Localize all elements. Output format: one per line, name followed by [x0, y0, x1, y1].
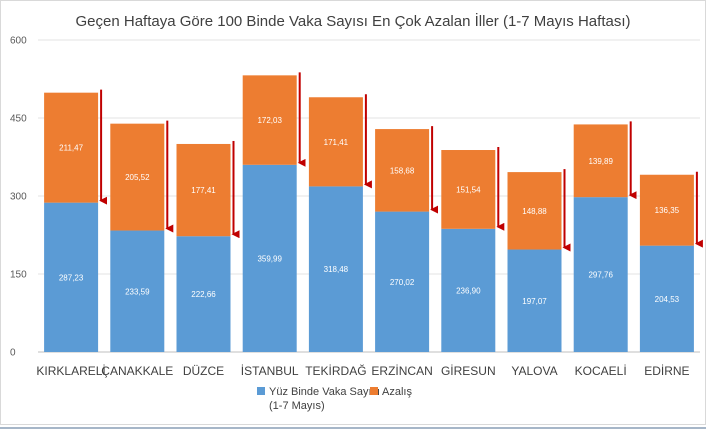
legend-label: Azalış	[382, 386, 412, 398]
bar-decrease	[639, 174, 694, 246]
data-labels: 287,23 211,47 233,59 205,52 222,66 177,41 359,…	[59, 116, 680, 306]
x-tick-label: EDİRNE	[644, 364, 689, 378]
decrease-arrows	[99, 72, 703, 252]
bar-decrease	[375, 129, 430, 212]
bar-cases	[176, 236, 231, 352]
bar-cases	[573, 197, 628, 352]
data-label-cases: 359,99	[257, 254, 282, 263]
data-label-decrease: 177,41	[191, 186, 216, 195]
data-label-decrease: 139,89	[588, 157, 613, 166]
data-label-decrease: 158,68	[390, 166, 415, 175]
bar-decrease	[176, 143, 231, 237]
data-label-decrease: 148,88	[522, 207, 547, 216]
y-axis-ticks: 0 150 300 450 600	[10, 36, 27, 359]
bar-decrease	[573, 124, 628, 198]
data-label-cases: 287,23	[59, 273, 84, 282]
y-tick-label: 150	[10, 270, 27, 281]
legend-label: (1-7 Mayıs)	[269, 400, 325, 412]
bar-cases	[110, 230, 165, 352]
bar-decrease	[110, 123, 165, 231]
bar-decrease	[44, 92, 99, 203]
bar-decrease	[242, 75, 297, 165]
data-label-cases: 297,76	[588, 271, 613, 280]
data-label-cases: 222,66	[191, 290, 216, 299]
data-label-decrease: 172,03	[257, 116, 282, 125]
legend-swatch	[370, 387, 378, 395]
data-label-cases: 197,07	[522, 297, 547, 306]
data-label-cases: 236,90	[456, 286, 481, 295]
y-tick-label: 450	[10, 114, 27, 125]
data-label-cases: 318,48	[324, 265, 349, 274]
data-label-decrease: 151,54	[456, 185, 481, 194]
bar-cases	[507, 249, 562, 352]
y-tick-label: 0	[10, 348, 16, 359]
bars	[44, 75, 694, 352]
bar-cases	[441, 228, 496, 352]
legend-swatch	[257, 387, 265, 395]
bar-cases	[308, 186, 363, 352]
y-tick-label: 600	[10, 36, 27, 47]
x-tick-label: ÇANAKKALE	[101, 364, 173, 378]
x-tick-label: KOCAELİ	[575, 364, 627, 378]
bar-cases	[242, 164, 297, 352]
bar-decrease	[441, 150, 496, 229]
x-tick-label: İSTANBUL	[241, 364, 299, 378]
bar-cases	[44, 202, 99, 352]
x-tick-label: KIRKLARELİ	[36, 364, 105, 378]
bar-cases	[639, 245, 694, 352]
x-tick-label: ERZİNCAN	[371, 364, 432, 378]
data-label-decrease: 211,47	[59, 144, 83, 153]
data-label-cases: 270,02	[390, 278, 415, 287]
bar-decrease	[308, 97, 363, 187]
data-label-cases: 204,53	[655, 295, 680, 304]
legend-label: Yüz Binde Vaka Sayısı	[269, 386, 380, 398]
x-tick-label: DÜZCE	[183, 364, 224, 378]
y-tick-label: 300	[10, 192, 27, 203]
x-tick-label: TEKİRDAĞ	[305, 363, 366, 378]
data-label-decrease: 205,52	[125, 173, 150, 182]
data-label-cases: 233,59	[125, 287, 150, 296]
chart-title: Geçen Haftaya Göre 100 Binde Vaka Sayısı…	[76, 12, 631, 30]
legend: Yüz Binde Vaka Sayısı (1-7 Mayıs) Azalış	[257, 386, 412, 412]
data-label-decrease: 171,41	[324, 138, 349, 147]
bar-cases	[375, 211, 430, 352]
x-tick-label: YALOVA	[511, 364, 557, 378]
x-tick-label: GİRESUN	[441, 364, 496, 378]
bar-decrease	[507, 172, 562, 250]
data-label-decrease: 136,35	[655, 206, 680, 215]
